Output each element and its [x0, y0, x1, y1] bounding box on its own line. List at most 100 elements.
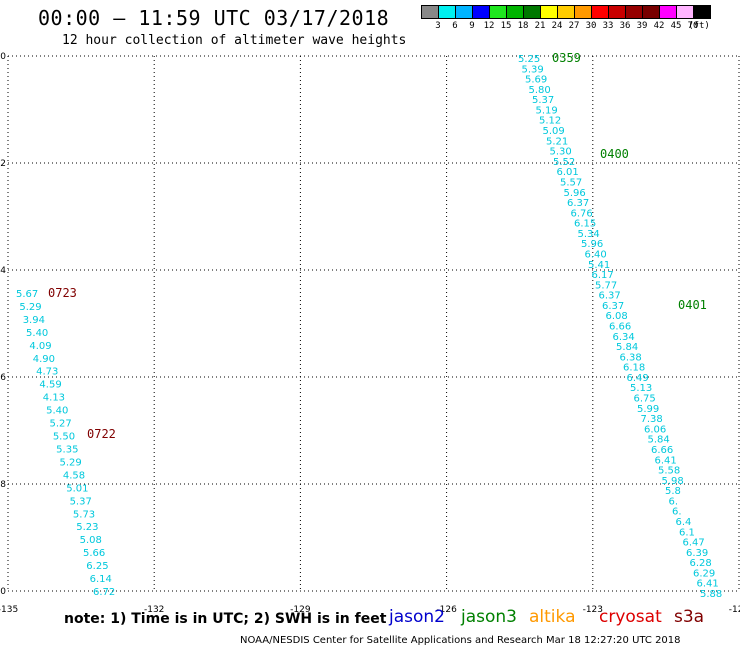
colorbar-label: 9 [469, 21, 475, 31]
colorbar-label: 39 [636, 21, 648, 31]
footer-credit: NOAA/NESDIS Center for Satellite Applica… [240, 635, 681, 646]
swh-value-label: 5.40 [46, 406, 68, 417]
colorbar-label: 27 [568, 21, 580, 31]
legend-altika: altika [529, 607, 576, 627]
swh-value-label: 6.1 [679, 527, 695, 538]
swh-value-label: 4.13 [43, 393, 65, 404]
swh-value-label: 5.99 [637, 404, 659, 415]
latitude-tick-label: -40 [0, 587, 6, 597]
swh-value-label: 6.49 [627, 373, 649, 384]
swh-value-label: 6.66 [651, 445, 673, 456]
colorbar-label: 6 [452, 21, 458, 31]
swh-value-label: 6.37 [599, 291, 621, 302]
swh-value-label: 4.58 [63, 470, 85, 481]
swh-value-label: 6.76 [571, 208, 593, 219]
colorbar-label: 42 [653, 21, 665, 31]
track-jason3: 5.255.395.695.805.375.195.125.095.215.30… [518, 51, 722, 600]
swh-value-label: 6.15 [574, 219, 596, 230]
swh-value-label: 5.21 [546, 136, 568, 147]
time-label: 0400 [600, 147, 629, 161]
latitude-tick-label: -34 [0, 266, 6, 276]
swh-value-label: 6.25 [86, 561, 108, 572]
colorbar-label: 18 [517, 21, 529, 31]
swh-value-label: 5.13 [630, 383, 652, 394]
latitude-tick-label: -30 [0, 52, 6, 62]
swh-value-label: 5.37 [532, 95, 554, 106]
swh-value-label: 7.38 [641, 414, 663, 425]
swh-value-label: 5.41 [588, 260, 610, 271]
swh-value-label: 5.96 [581, 239, 603, 250]
swh-value-label: 4.73 [36, 367, 58, 378]
swh-value-label: 5.98 [662, 476, 684, 487]
swh-value-label: 5.27 [49, 419, 71, 430]
swh-value-label: 5.34 [578, 229, 600, 240]
swh-value-label: 6.34 [613, 332, 635, 343]
axis-tick-labels: -135 -132 -129 -126 -123 -120 -30 -32 -34 -36 -38 -… [0, 52, 740, 615]
swh-value-label: 6.37 [567, 198, 589, 209]
swh-value-label: 6.72 [93, 587, 115, 598]
track-cryosat: 5.67 5.29 3.94 5.40 4.09 4.90 4.73 4.59 4.13 5.40… [16, 286, 116, 598]
swh-value-label: 3.94 [23, 315, 45, 326]
time-label: 0401 [678, 298, 707, 312]
swh-value-label: 5.25 [518, 54, 540, 65]
swh-value-label: 5.39 [522, 64, 544, 75]
swh-value-label: 6. [669, 496, 679, 507]
longitude-tick-label: -123 [583, 605, 603, 615]
swh-value-label: 5.69 [525, 75, 547, 86]
latitude-tick-label: -36 [0, 373, 6, 383]
swh-value-label: 5.77 [595, 280, 617, 291]
longitude-tick-label: -126 [436, 605, 457, 615]
swh-value-label: 6.40 [585, 249, 607, 260]
colorbar-label: 15 [500, 21, 512, 31]
swh-value-label: 6.14 [90, 574, 112, 585]
swh-value-label: 5.37 [70, 496, 92, 507]
swh-value-label: 5.84 [648, 435, 670, 446]
swh-colorbar [421, 5, 711, 19]
colorbar-label: 33 [602, 21, 614, 31]
swh-value-label: 5.29 [60, 457, 82, 468]
longitude-tick-label: -135 [0, 605, 18, 615]
swh-value-label: 5.80 [529, 85, 551, 96]
legend-s3a: s3a [674, 607, 705, 627]
swh-value-label: 5.08 [80, 535, 102, 546]
map-title: 00:00 – 11:59 UTC 03/17/2018 [38, 6, 390, 30]
swh-value-label: 5.96 [564, 188, 586, 199]
altimeter-tracks: 5.255.395.695.805.375.195.125.095.215.30… [16, 51, 722, 600]
colorbar-label: 70 [687, 21, 699, 31]
swh-value-label: 6.39 [686, 548, 708, 559]
swh-value-label: 6.17 [592, 270, 614, 281]
colorbar-label: 30 [585, 21, 597, 31]
swh-value-label: 5.12 [539, 116, 561, 127]
swh-value-label: 4.90 [33, 354, 55, 365]
longitude-tick-label: -120 [729, 605, 740, 615]
swh-value-label: 5.73 [73, 509, 95, 520]
swh-value-label: 6.41 [697, 579, 719, 590]
legend-cryosat: cryosat [599, 607, 662, 627]
swh-value-label: 6.28 [690, 558, 712, 569]
latitude-tick-label: -38 [0, 480, 6, 490]
swh-value-label: 5.29 [19, 302, 41, 313]
swh-value-label: 6. [672, 507, 682, 518]
colorbar-swatch [693, 5, 711, 19]
swh-value-label: 6.18 [623, 363, 645, 374]
swh-value-label: 5.30 [550, 147, 572, 158]
swh-value-label: 5.8 [665, 486, 681, 497]
swh-value-label: 5.19 [536, 105, 558, 116]
legend-jason3: jason3 [461, 607, 517, 627]
swh-value-label: 4.59 [39, 380, 61, 391]
colorbar-label: 24 [551, 21, 563, 31]
colorbar-label: 3 [435, 21, 441, 31]
swh-value-label: 5.23 [76, 522, 98, 533]
colorbar-label: (ft) [688, 21, 710, 31]
swh-value-label: 6.01 [557, 167, 579, 178]
swh-value-label: 6.47 [683, 538, 705, 549]
swh-value-label: 5.67 [16, 289, 38, 300]
swh-value-label: 5.09 [543, 126, 565, 137]
swh-value-label: 5.40 [26, 328, 48, 339]
swh-value-label: 5.01 [66, 483, 88, 494]
swh-value-label: 6.38 [620, 352, 642, 363]
swh-value-label: 6.37 [602, 301, 624, 312]
latitude-tick-label: -32 [0, 159, 6, 169]
swh-value-label: 6.29 [693, 568, 715, 579]
swh-value-label: 5.84 [616, 342, 638, 353]
